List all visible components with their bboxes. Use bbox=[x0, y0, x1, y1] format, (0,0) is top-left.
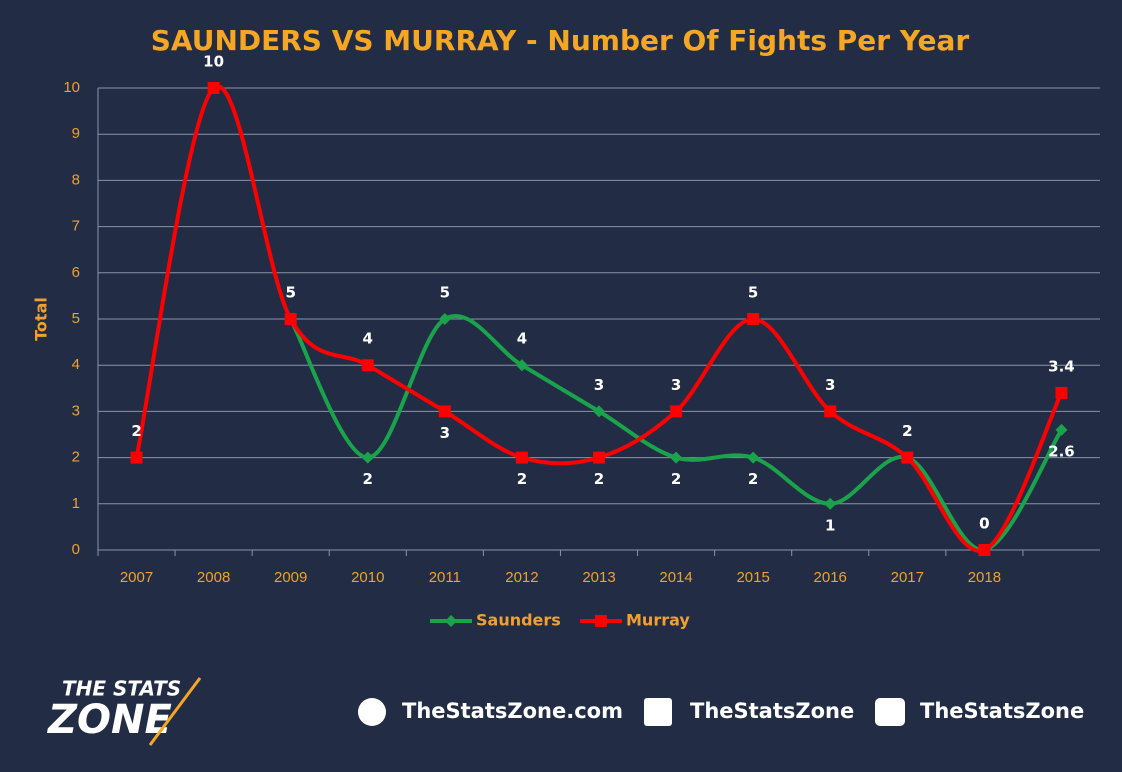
x-tick-label: 2008 bbox=[197, 569, 230, 586]
data-label: 3 bbox=[825, 376, 835, 394]
data-label: 2 bbox=[517, 470, 527, 488]
marker bbox=[978, 544, 991, 556]
data-label: 0 bbox=[979, 515, 989, 533]
marker bbox=[438, 313, 451, 325]
marker bbox=[901, 451, 914, 464]
y-tick-label: 6 bbox=[72, 264, 80, 281]
footer: THE STATS ZONE TheStatsZone.com TheStats… bbox=[46, 677, 1084, 746]
y-tick-label: 10 bbox=[63, 79, 80, 96]
marker bbox=[824, 497, 837, 510]
data-label: 3 bbox=[440, 424, 450, 442]
data-label: 5 bbox=[285, 284, 295, 302]
marker bbox=[1055, 423, 1068, 436]
y-tick-label: 3 bbox=[72, 402, 80, 419]
data-label: 4 bbox=[517, 330, 527, 348]
marker bbox=[747, 451, 760, 464]
data-label: 5 bbox=[440, 284, 450, 302]
marker bbox=[515, 451, 528, 464]
data-label: 1 bbox=[825, 516, 835, 534]
data-label: 2 bbox=[131, 422, 141, 440]
logo-bottom: ZONE bbox=[46, 697, 172, 743]
x-tick-label: 2012 bbox=[505, 569, 538, 586]
x-tick-label: 2011 bbox=[429, 569, 461, 586]
x-tick-label: 2016 bbox=[814, 569, 847, 586]
y-tick-label: 2 bbox=[72, 449, 80, 466]
marker bbox=[207, 82, 220, 94]
data-label: 2 bbox=[902, 422, 912, 440]
data-label: 2 bbox=[748, 470, 758, 488]
marker bbox=[438, 405, 451, 418]
data-label: 10 bbox=[203, 53, 224, 71]
y-tick-label: 5 bbox=[72, 310, 80, 327]
marker bbox=[515, 359, 528, 372]
x-tick-label: 2017 bbox=[891, 569, 924, 586]
data-label: 3 bbox=[594, 376, 604, 394]
marker bbox=[130, 451, 143, 464]
data-label: 2 bbox=[902, 422, 912, 440]
marker bbox=[1055, 386, 1068, 399]
twitter: TheStatsZone bbox=[920, 699, 1084, 723]
x-tick-label: 2010 bbox=[351, 569, 384, 586]
data-label: 3 bbox=[671, 376, 681, 394]
x-tick-label: 2009 bbox=[274, 569, 307, 586]
y-tick-label: 0 bbox=[72, 541, 80, 558]
website: TheStatsZone.com bbox=[402, 699, 623, 723]
legend-marker bbox=[595, 615, 607, 627]
data-label: 4 bbox=[363, 330, 373, 348]
data-label: 5 bbox=[748, 284, 758, 302]
y-tick-label: 4 bbox=[72, 356, 80, 373]
twitter-icon bbox=[875, 698, 905, 726]
marker bbox=[670, 451, 683, 464]
y-tick-label: 1 bbox=[72, 495, 80, 512]
marker bbox=[593, 451, 605, 464]
logo-slash bbox=[148, 677, 202, 746]
facebook-icon bbox=[644, 698, 672, 726]
legend-label: Murray bbox=[626, 611, 690, 630]
data-label: 2.6 bbox=[1048, 442, 1075, 460]
marker bbox=[284, 313, 297, 325]
globe-icon bbox=[358, 698, 386, 726]
marker bbox=[824, 405, 837, 418]
data-label: 0 bbox=[979, 515, 989, 533]
chart-title: SAUNDERS VS MURRAY - Number Of Fights Pe… bbox=[151, 24, 970, 57]
data-label: 2 bbox=[594, 470, 604, 488]
legend-marker bbox=[445, 615, 457, 627]
facebook: TheStatsZone bbox=[690, 699, 854, 723]
marker bbox=[747, 313, 760, 325]
x-tick-label: 2013 bbox=[582, 569, 615, 586]
y-axis-title: Total bbox=[32, 297, 51, 341]
y-tick-label: 8 bbox=[72, 171, 80, 188]
data-label: 3.4 bbox=[1048, 357, 1075, 375]
marker bbox=[593, 405, 605, 418]
data-label: 2 bbox=[363, 470, 373, 488]
y-tick-label: 9 bbox=[72, 125, 80, 142]
x-tick-label: 2007 bbox=[120, 569, 153, 586]
x-tick-label: 2014 bbox=[659, 569, 692, 586]
data-label: 5 bbox=[285, 284, 295, 302]
y-tick-label: 7 bbox=[72, 218, 80, 235]
x-tick-label: 2018 bbox=[968, 569, 1001, 586]
data-label: 2 bbox=[671, 470, 681, 488]
marker bbox=[361, 451, 374, 464]
marker bbox=[361, 359, 374, 372]
series-line bbox=[134, 84, 1064, 553]
marker bbox=[670, 405, 683, 418]
legend-label: Saunders bbox=[476, 611, 561, 630]
logo-top: THE STATS bbox=[62, 677, 181, 701]
x-tick-label: 2015 bbox=[736, 569, 769, 586]
